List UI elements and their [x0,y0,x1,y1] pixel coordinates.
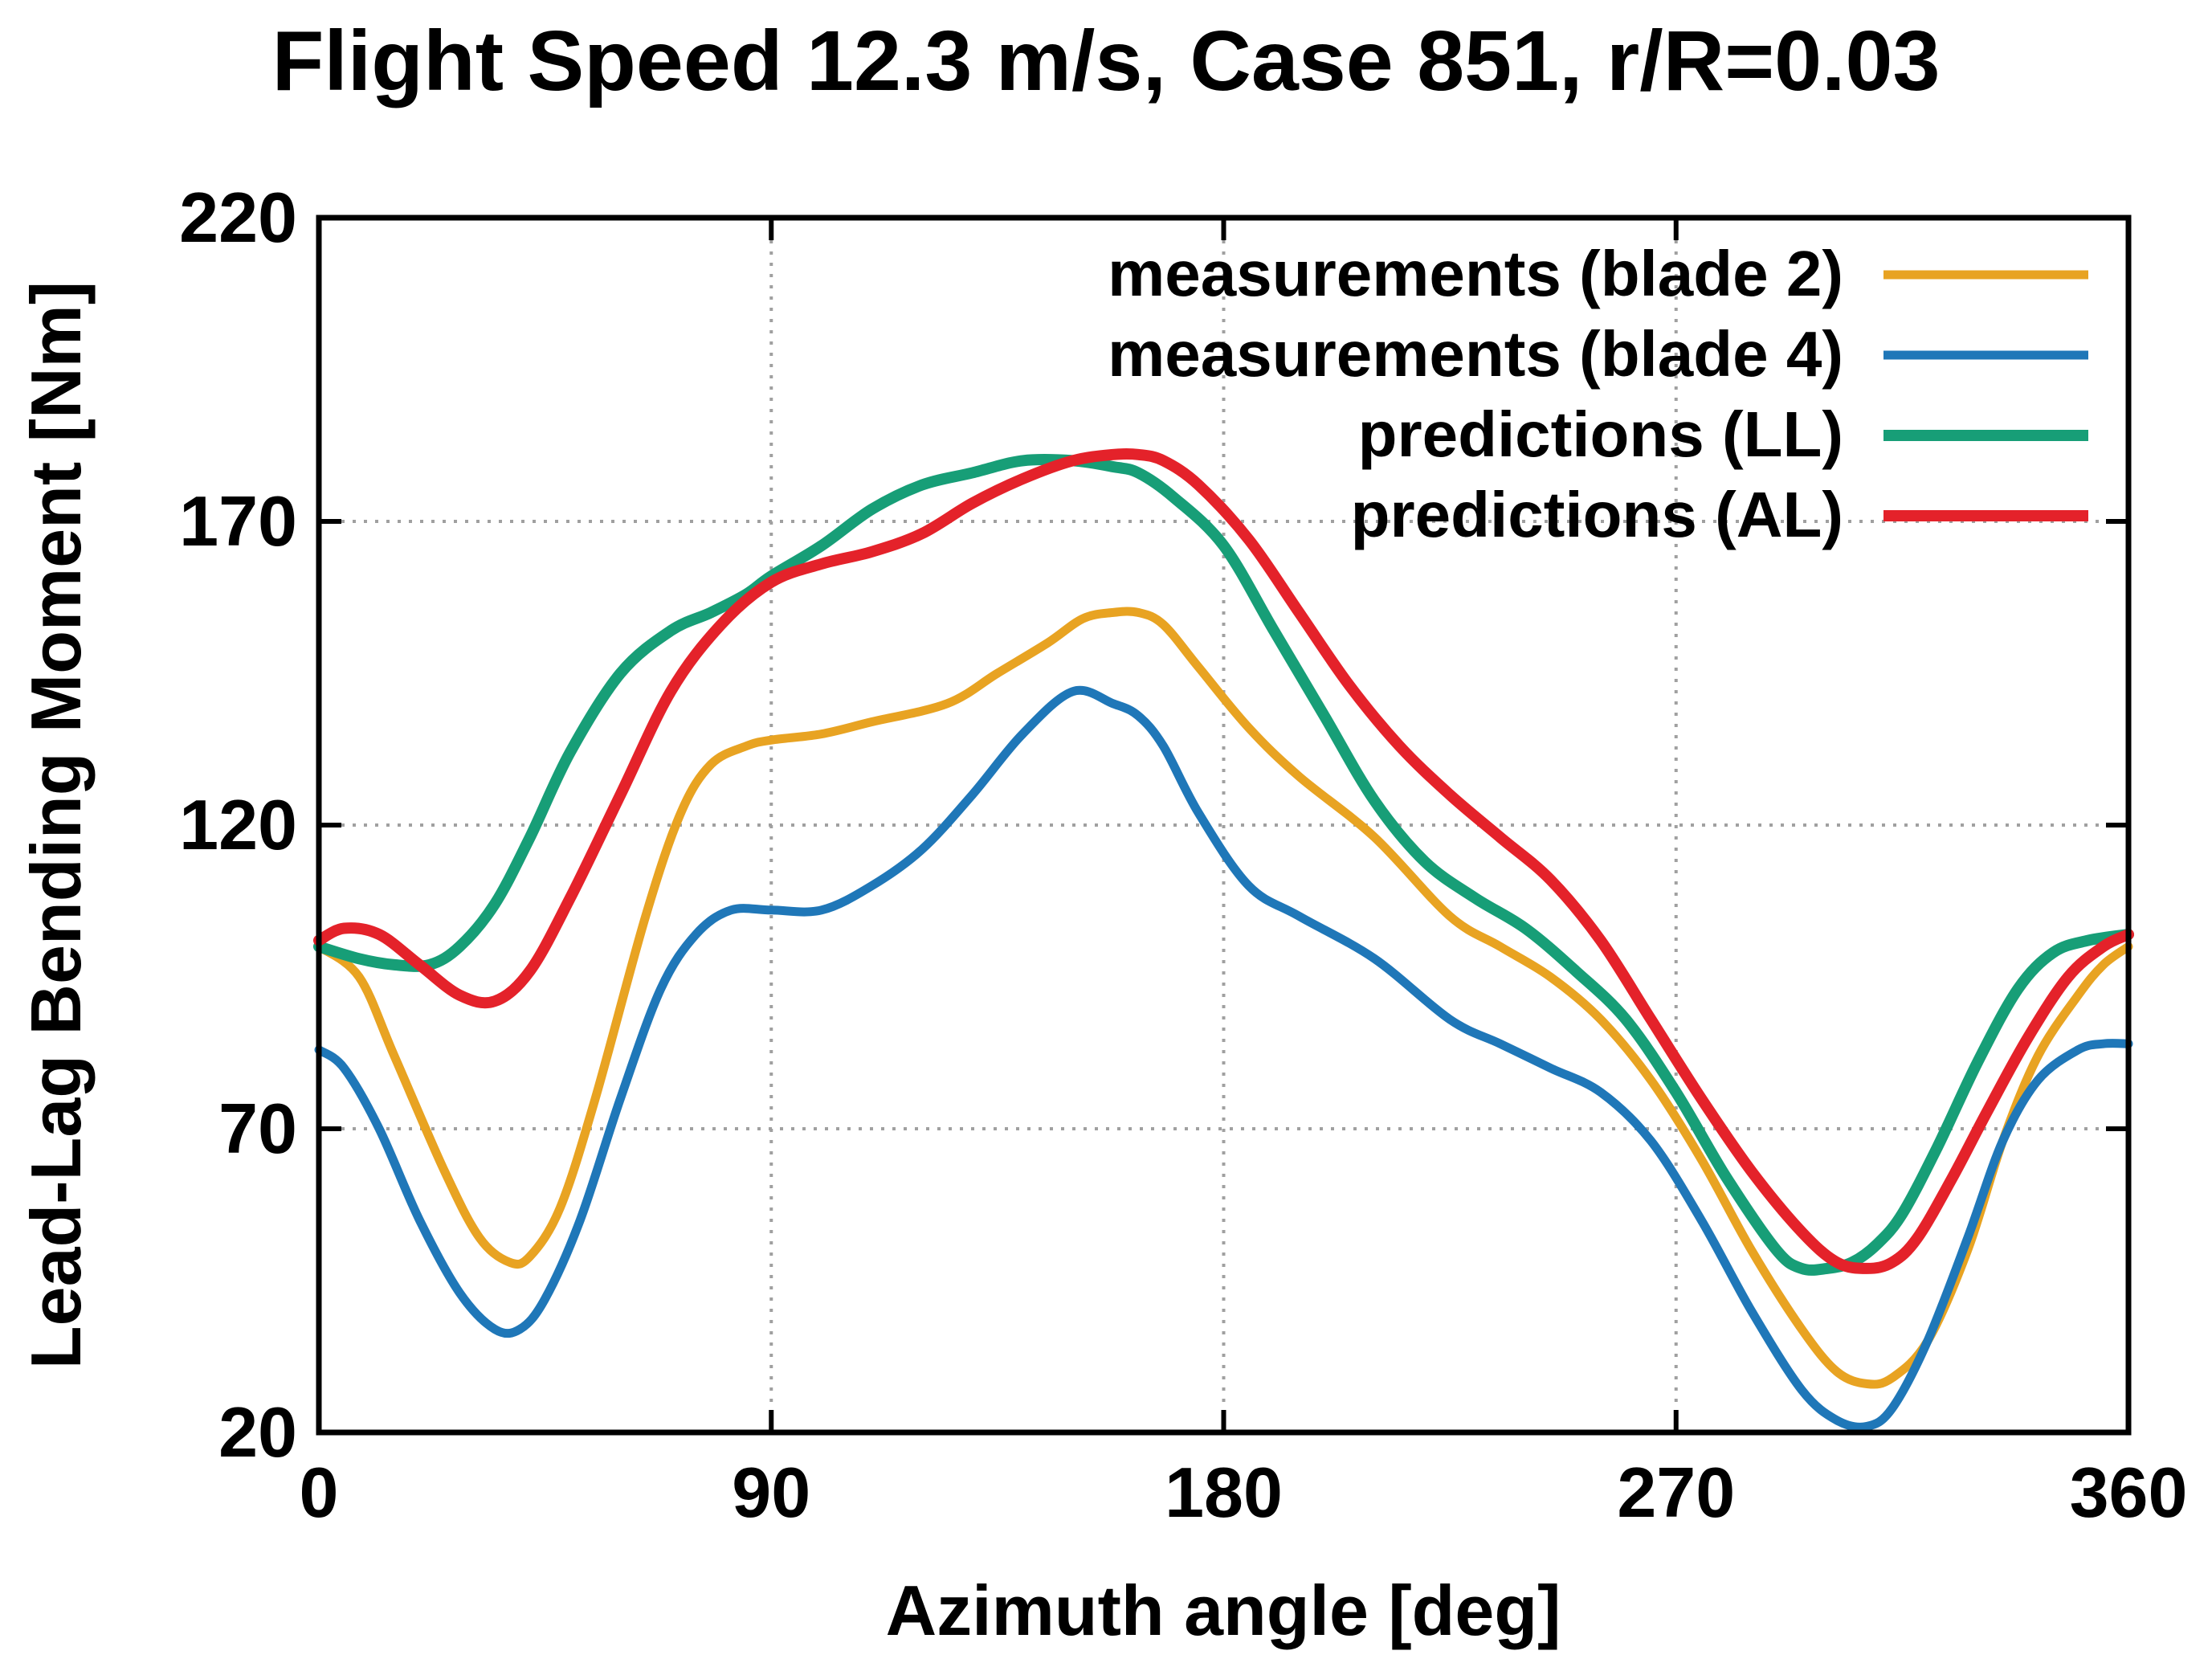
y-axis-label: Lead-Lag Bending Moment [Nm] [16,281,96,1369]
y-tick-label: 120 [179,785,297,864]
legend: measurements (blade 2) measurements (blad… [1108,238,2088,550]
x-tick-label: 90 [732,1453,810,1532]
legend-label-4: predictions (AL) [1351,479,1843,550]
plot-frame [316,215,2132,1436]
x-axis-label: Azimuth angle [deg] [886,1571,1561,1650]
y-tick-label: 20 [218,1392,297,1472]
legend-label-3: predictions (LL) [1358,398,1843,470]
y-tick-label: 70 [218,1089,297,1168]
x-tick-label: 0 [300,1453,339,1532]
series-line-3 [313,453,2134,1276]
chart-title: Flight Speed 12.3 m/s, Case 851, r/R=0.0… [272,14,1941,108]
x-tick-label: 180 [1165,1453,1283,1532]
x-tick-labels: 0 90 180 270 360 [300,1453,2188,1532]
series-line-1 [314,607,2133,1389]
x-tick-label: 270 [1617,1453,1735,1532]
legend-label-1: measurements (blade 2) [1108,238,1843,309]
y-tick-label: 220 [179,178,297,257]
series-line-4 [313,447,2134,1274]
y-tick-label: 170 [179,481,297,561]
x-tick-label: 360 [2070,1453,2188,1532]
series-line-2 [314,685,2133,1432]
legend-label-2: measurements (blade 4) [1108,318,1843,390]
series-lines [313,447,2134,1432]
y-tick-labels: 20 70 120 170 220 [179,178,297,1472]
grid-lines [316,215,2131,1435]
